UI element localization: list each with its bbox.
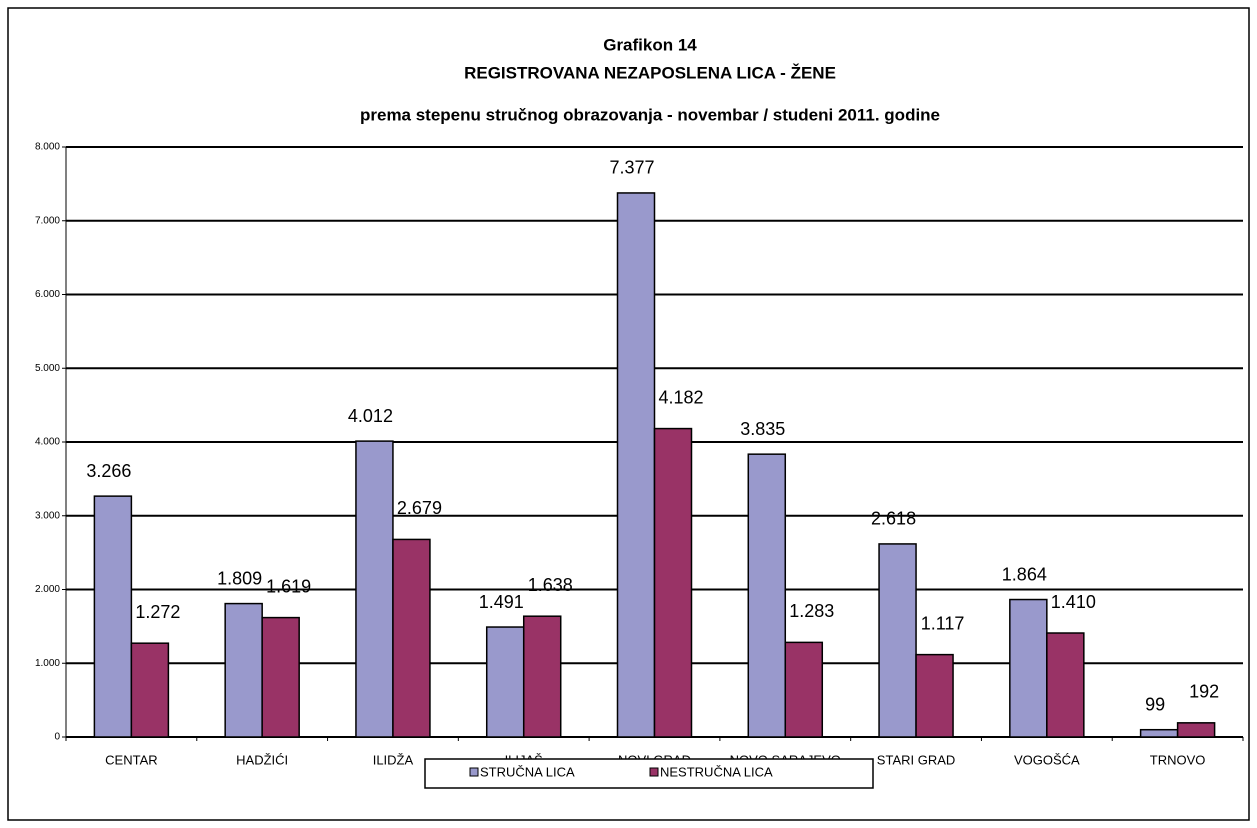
- bar: [261, 616, 300, 738]
- bar: [522, 615, 562, 738]
- y-tick-label: 5.000: [35, 363, 60, 374]
- data-label: 3.835: [740, 419, 785, 439]
- bar: [915, 653, 954, 738]
- y-tick-label: 4.000: [35, 437, 60, 448]
- data-label: 2.618: [871, 509, 916, 529]
- y-tick-label: 2.000: [35, 584, 60, 595]
- x-tick-label: TRNOVO: [1150, 752, 1206, 767]
- bar: [485, 626, 525, 738]
- data-label: 3.266: [86, 461, 131, 481]
- data-label: 99: [1145, 694, 1165, 714]
- legend-swatch: [649, 767, 659, 777]
- data-label: 4.182: [658, 387, 703, 407]
- x-tick-label: STARI GRAD: [877, 752, 956, 767]
- legend-label: NESTRUČNA LICA: [660, 764, 773, 779]
- data-label: 1.272: [135, 602, 180, 622]
- y-tick-label: 3.000: [35, 510, 60, 521]
- chart-title: Grafikon 14: [603, 35, 697, 54]
- bar: [747, 453, 787, 738]
- x-tick-label: CENTAR: [105, 752, 157, 767]
- bar: [93, 495, 133, 738]
- y-tick-label: 8.000: [35, 142, 60, 153]
- legend-swatch: [469, 767, 479, 777]
- data-label: 1.809: [217, 568, 262, 588]
- data-label: 1.491: [479, 592, 524, 612]
- chart-title: REGISTROVANA NEZAPOSLENA LICA - ŽENE: [464, 63, 836, 82]
- data-label: 1.619: [266, 576, 311, 596]
- data-label: 2.679: [397, 498, 442, 518]
- y-tick-label: 0: [54, 732, 60, 743]
- bar: [616, 192, 656, 738]
- legend-label: STRUČNA LICA: [480, 764, 575, 779]
- bar: [224, 602, 263, 738]
- y-tick-label: 7.000: [35, 215, 60, 226]
- data-label: 1.117: [921, 613, 965, 633]
- bar: [392, 538, 431, 738]
- data-label: 1.410: [1051, 592, 1096, 612]
- bar: [653, 427, 693, 738]
- data-label: 1.864: [1002, 564, 1047, 584]
- data-label: 192: [1189, 682, 1219, 702]
- data-label: 4.012: [348, 406, 393, 426]
- bar: [1139, 728, 1179, 738]
- y-tick-label: 6.000: [35, 289, 60, 300]
- x-tick-label: ILIDŽA: [373, 752, 414, 767]
- bar: [1009, 598, 1048, 738]
- y-tick-label: 1.000: [35, 658, 60, 669]
- x-tick-label: HADŽIĆI: [236, 752, 288, 767]
- data-label: 7.377: [609, 158, 654, 178]
- bar: [1176, 722, 1216, 738]
- data-label: 1.638: [528, 575, 573, 595]
- bar: [130, 642, 170, 738]
- x-tick-label: VOGOŠĆA: [1014, 752, 1080, 767]
- chart-subtitle: prema stepenu stručnog obrazovanja - nov…: [360, 105, 940, 124]
- bar: [784, 641, 824, 738]
- bar: [878, 543, 917, 738]
- bar: [355, 440, 394, 738]
- bar: [1046, 632, 1085, 738]
- legend-box: [424, 758, 874, 789]
- data-label: 1.283: [789, 601, 834, 621]
